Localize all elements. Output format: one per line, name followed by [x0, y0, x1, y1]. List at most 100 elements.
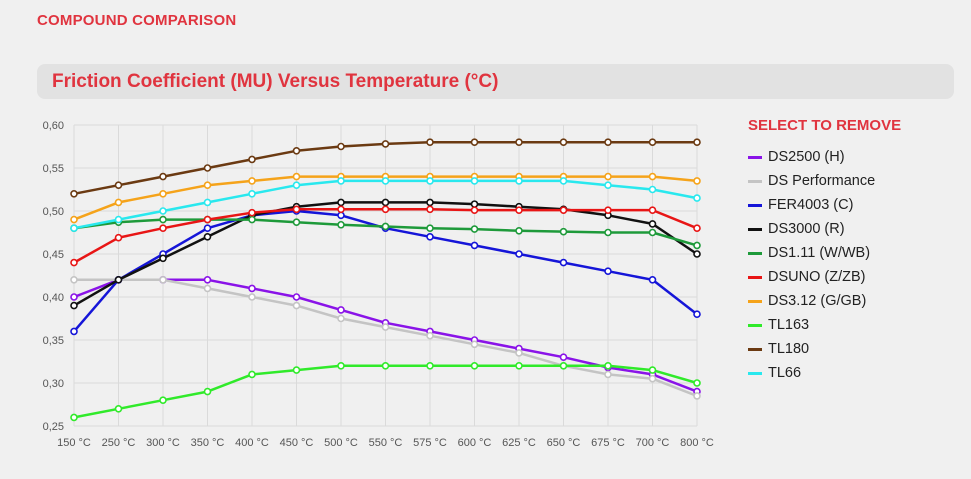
data-point — [248, 293, 256, 301]
section-heading: COMPOUND COMPARISON — [37, 12, 237, 29]
legend-item[interactable]: FER4003 (C) — [748, 193, 958, 217]
data-point — [70, 258, 78, 267]
data-point — [114, 181, 123, 189]
x-tick-label: 575 °C — [413, 437, 447, 449]
legend-item[interactable]: DS3.12 (G/GB) — [748, 289, 958, 313]
legend-item[interactable]: TL180 — [748, 337, 958, 361]
data-point — [292, 293, 301, 301]
data-point — [337, 314, 345, 323]
data-point — [648, 275, 657, 284]
legend-swatch — [748, 227, 762, 231]
legend-label: DS1.11 (W/WB) — [768, 245, 871, 261]
data-point — [604, 206, 612, 214]
data-point — [559, 227, 568, 236]
data-point — [693, 177, 701, 185]
legend-label: DS2500 (H) — [768, 149, 845, 165]
legend-label: FER4003 (C) — [768, 197, 854, 213]
legend-item[interactable]: TL163 — [748, 313, 958, 337]
data-point — [337, 361, 345, 370]
data-point — [604, 181, 612, 189]
legend-swatch — [748, 371, 762, 375]
data-point — [693, 138, 701, 146]
data-point — [604, 370, 612, 379]
data-point — [426, 361, 434, 370]
data-point — [648, 220, 657, 228]
data-point — [426, 138, 434, 146]
legend-item[interactable]: DS2500 (H) — [748, 145, 958, 169]
data-point — [292, 147, 301, 155]
data-point — [159, 190, 167, 198]
data-point — [381, 222, 390, 231]
y-tick-label: 0,25 — [43, 421, 64, 433]
data-point — [693, 379, 701, 387]
data-point — [426, 331, 434, 340]
data-point — [648, 172, 657, 181]
data-point — [159, 215, 167, 224]
x-tick-label: 300 °C — [146, 437, 180, 449]
y-tick-label: 0,35 — [43, 335, 64, 347]
x-tick-label: 675 °C — [591, 437, 625, 449]
data-point — [515, 138, 523, 146]
data-point — [470, 241, 479, 250]
x-tick-label: 650 °C — [547, 437, 581, 449]
data-point — [203, 215, 212, 224]
data-point — [159, 172, 167, 181]
data-point — [70, 215, 78, 224]
data-point — [559, 206, 568, 214]
data-point — [292, 181, 301, 189]
data-point — [559, 353, 568, 362]
x-tick-label: 250 °C — [102, 437, 136, 449]
data-point — [70, 190, 78, 198]
data-point — [292, 172, 301, 181]
data-point — [292, 218, 301, 226]
data-point — [470, 206, 479, 214]
legend-item[interactable]: DS3000 (R) — [748, 217, 958, 241]
data-point — [203, 224, 212, 232]
data-point — [114, 275, 123, 284]
data-point — [381, 361, 390, 370]
legend-swatch — [748, 299, 762, 303]
data-point — [693, 250, 701, 258]
legend-label: TL180 — [768, 341, 810, 357]
data-point — [604, 267, 612, 276]
legend: SELECT TO REMOVE DS2500 (H) DS Performanc… — [748, 117, 958, 385]
x-tick-label: 700 °C — [636, 437, 670, 449]
data-point — [648, 374, 657, 383]
data-point — [470, 340, 479, 349]
data-point — [470, 138, 479, 146]
data-point — [381, 323, 390, 331]
x-tick-label: 800 °C — [680, 437, 714, 449]
x-tick-label: 350 °C — [191, 437, 225, 449]
data-point — [559, 138, 568, 146]
data-point — [426, 177, 434, 185]
y-tick-label: 0,50 — [43, 206, 64, 218]
legend-item[interactable]: DS Performance — [748, 169, 958, 193]
data-point — [426, 233, 434, 241]
chart-title: Friction Coefficient (MU) Versus Tempera… — [52, 71, 499, 92]
data-point — [248, 208, 256, 217]
data-point — [337, 211, 345, 220]
legend-item[interactable]: TL66 — [748, 361, 958, 385]
data-point — [381, 198, 390, 207]
data-point — [515, 206, 523, 214]
data-point — [515, 349, 523, 357]
legend-swatch — [748, 347, 762, 351]
legend-item[interactable]: DSUNO (Z/ZB) — [748, 265, 958, 289]
data-point — [203, 181, 212, 189]
data-point — [693, 392, 701, 400]
data-point — [248, 155, 256, 164]
x-tick-label: 625 °C — [502, 437, 536, 449]
x-tick-label: 500 °C — [324, 437, 358, 449]
data-point — [426, 198, 434, 207]
data-point — [203, 284, 212, 293]
legend-swatch — [748, 179, 762, 183]
data-point — [426, 224, 434, 232]
data-point — [70, 413, 78, 422]
legend-items: DS2500 (H) DS Performance FER4003 (C) DS300… — [748, 145, 958, 385]
legend-label: DS3.12 (G/GB) — [768, 293, 867, 309]
data-point — [470, 225, 479, 233]
data-point — [337, 142, 345, 151]
legend-item[interactable]: DS1.11 (W/WB) — [748, 241, 958, 265]
data-point — [203, 387, 212, 396]
